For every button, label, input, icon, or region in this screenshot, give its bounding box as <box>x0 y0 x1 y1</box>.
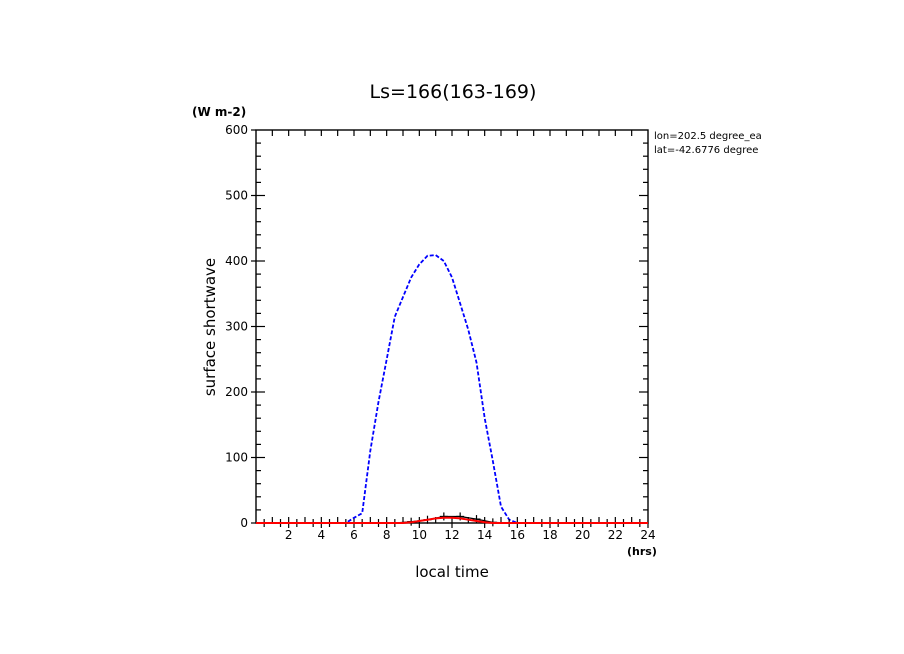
x-tick-label: 16 <box>510 528 525 542</box>
x-tick-label: 14 <box>477 528 492 542</box>
y-tick-label: 100 <box>225 451 248 465</box>
series-layer <box>256 254 648 527</box>
y-tick-label: 300 <box>225 320 248 334</box>
x-tick-label: 18 <box>542 528 557 542</box>
y-tick-label: 600 <box>225 123 248 137</box>
x-tick-label: 2 <box>285 528 293 542</box>
y-tick-label: 500 <box>225 189 248 203</box>
x-axis-label: local time <box>415 563 489 581</box>
annotation-lon: lon=202.5 degree_ea <box>654 131 762 142</box>
chart-title: Ls=166(163-169) <box>370 81 537 103</box>
x-tick-label: 10 <box>412 528 427 542</box>
x-tick-label: 6 <box>350 528 358 542</box>
series-point-black <box>439 512 448 521</box>
series-line-blue <box>264 254 648 524</box>
y-tick-label: 400 <box>225 254 248 268</box>
x-tick-label: 24 <box>640 528 655 542</box>
x-tick-label: 8 <box>383 528 391 542</box>
x-tick-label: 20 <box>575 528 590 542</box>
y-unit-label: (W m-2) <box>192 105 246 119</box>
x-tick-label: 12 <box>444 528 459 542</box>
y-tick-label: 0 <box>240 516 248 530</box>
annotation-lat: lat=-42.6776 degree <box>654 145 758 156</box>
y-axis-label: surface shortwave <box>201 258 219 396</box>
x-tick-label: 22 <box>608 528 623 542</box>
plot-frame <box>255 129 649 524</box>
series-line-red <box>256 516 648 524</box>
y-tick-label: 200 <box>225 385 248 399</box>
x-tick-label: 4 <box>318 528 326 542</box>
x-unit-label: (hrs) <box>627 545 657 558</box>
